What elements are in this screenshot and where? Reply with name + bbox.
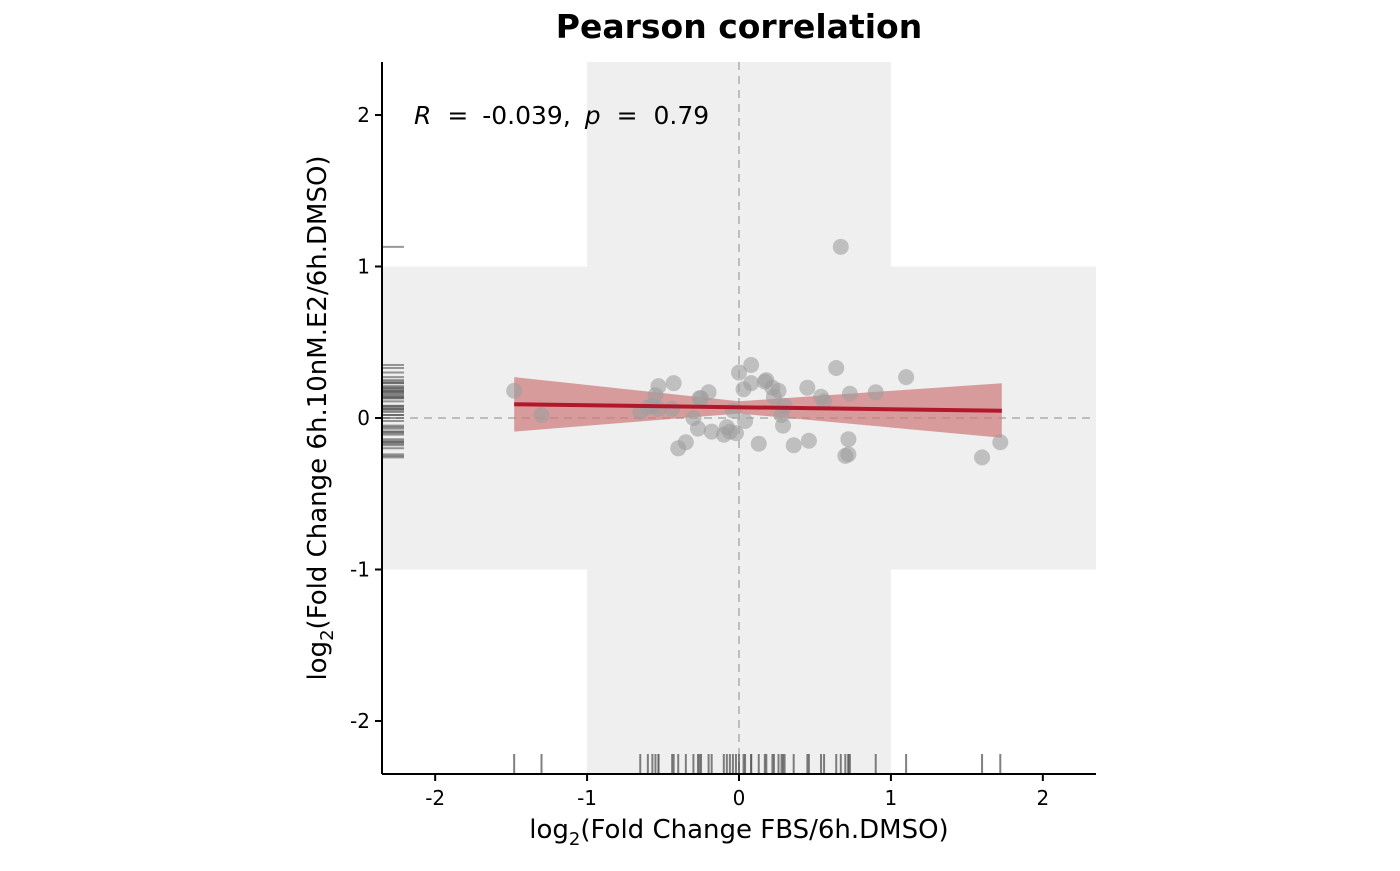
x-tick-label: 1 bbox=[885, 786, 898, 810]
r-equals: = bbox=[447, 101, 468, 130]
x-tick-label: -1 bbox=[577, 786, 597, 810]
data-point bbox=[800, 432, 817, 449]
data-points bbox=[506, 238, 1009, 466]
y-axis-title: log2(Fold Change 6h.10nM.E2/6h.DMSO) bbox=[303, 155, 338, 680]
r-symbol: R bbox=[414, 101, 431, 130]
x-tick-label: 0 bbox=[733, 786, 746, 810]
data-point bbox=[828, 360, 845, 377]
y-tick-label: 2 bbox=[357, 103, 370, 127]
y-tick-label: 1 bbox=[357, 255, 370, 279]
x-tick-label: -2 bbox=[425, 786, 445, 810]
x-axis-title: log2(Fold Change FBS/6h.DMSO) bbox=[529, 815, 948, 850]
y-tick-label: 0 bbox=[357, 406, 370, 430]
data-point bbox=[700, 384, 717, 401]
data-point bbox=[840, 446, 857, 463]
x-rug bbox=[513, 754, 1002, 774]
data-point bbox=[992, 434, 1009, 451]
data-point bbox=[737, 413, 754, 430]
data-point bbox=[832, 238, 849, 255]
data-point bbox=[731, 364, 747, 381]
annotation-separator: , bbox=[563, 101, 571, 130]
y-axis-title-subscript: 2 bbox=[317, 629, 338, 640]
data-point bbox=[770, 382, 787, 399]
x-axis-title-prefix: log bbox=[529, 815, 569, 845]
data-point bbox=[703, 423, 720, 440]
y-axis-title-rest: (Fold Change 6h.10nM.E2/6h.DMSO) bbox=[303, 155, 333, 629]
data-point bbox=[650, 378, 667, 395]
correlation-annotation: R = -0.039, p = 0.79 bbox=[414, 101, 709, 130]
data-point bbox=[785, 437, 802, 454]
y-tick-label: -2 bbox=[350, 709, 370, 733]
r-value: -0.039 bbox=[482, 101, 563, 130]
data-point bbox=[727, 425, 744, 442]
x-tick-label: 2 bbox=[1036, 786, 1049, 810]
data-point bbox=[689, 420, 706, 437]
y-axis-title-prefix: log bbox=[303, 641, 333, 681]
regression-line-path bbox=[514, 402, 1002, 413]
data-point bbox=[750, 435, 767, 452]
data-point bbox=[775, 417, 792, 434]
p-symbol: p bbox=[584, 101, 601, 130]
data-point bbox=[867, 384, 884, 401]
regression-line bbox=[514, 402, 1002, 413]
data-point bbox=[816, 393, 833, 410]
data-point bbox=[677, 434, 694, 451]
data-point bbox=[506, 382, 523, 399]
y-tick-label: -1 bbox=[350, 557, 370, 581]
x-axis-ticks: -2 -1 0 1 2 bbox=[425, 774, 1049, 810]
x-axis-title-rest: (Fold Change FBS/6h.DMSO) bbox=[580, 815, 948, 845]
data-point bbox=[974, 449, 991, 466]
y-axis-ticks: -2 -1 0 1 2 bbox=[350, 103, 382, 733]
p-value: 0.79 bbox=[653, 101, 709, 130]
data-point bbox=[743, 356, 760, 373]
data-point bbox=[799, 379, 816, 396]
y-rug bbox=[382, 245, 404, 459]
data-point bbox=[840, 431, 857, 448]
data-point bbox=[743, 375, 760, 392]
data-point bbox=[841, 385, 858, 402]
data-point bbox=[898, 369, 915, 386]
data-point bbox=[533, 406, 550, 423]
data-point bbox=[664, 400, 681, 417]
data-point bbox=[724, 402, 741, 419]
chart-title: Pearson correlation bbox=[556, 7, 922, 46]
data-point bbox=[665, 375, 682, 392]
p-equals: = bbox=[617, 101, 638, 130]
x-axis-title-subscript: 2 bbox=[569, 829, 580, 850]
